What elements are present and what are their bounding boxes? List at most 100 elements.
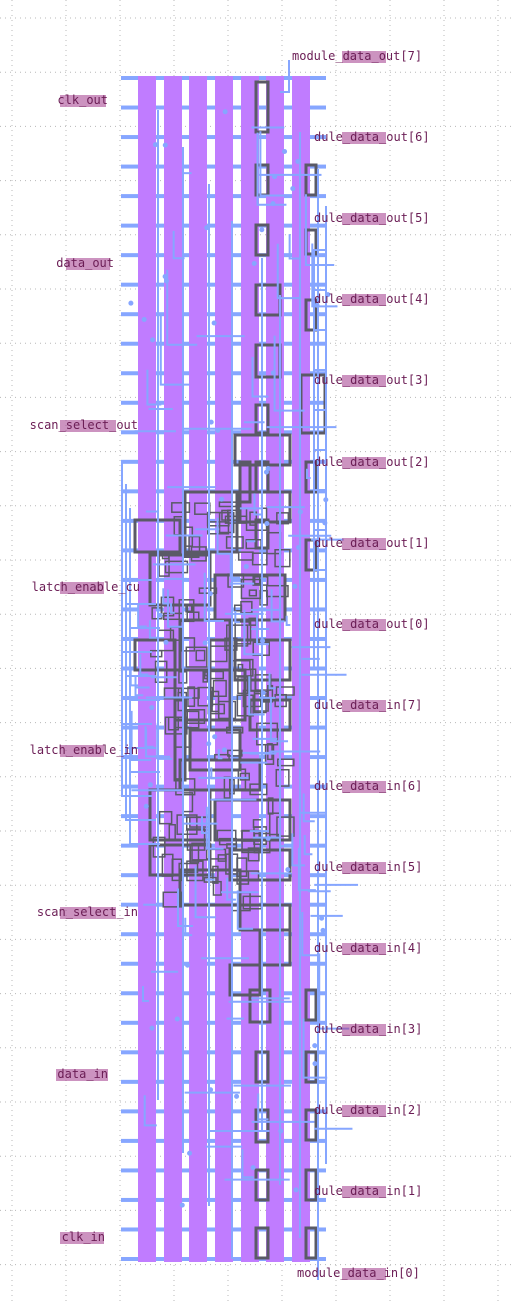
pin-label-module_data_in_2: dule_data_in[2] — [314, 1103, 422, 1117]
net-name-scribble — [342, 1268, 386, 1280]
signal-wire — [243, 609, 263, 656]
signal-wire — [166, 589, 183, 628]
signal-wire — [166, 269, 198, 346]
pin-label-module_data_in_4: dule_data_in[4] — [314, 941, 422, 955]
net-name-scribble — [342, 51, 386, 63]
logic-fragment — [204, 670, 212, 677]
via — [264, 521, 270, 527]
logic-fragment — [158, 810, 173, 825]
logic-fragment — [212, 679, 227, 698]
via — [290, 186, 296, 192]
logic-fragment — [189, 816, 211, 828]
via — [325, 292, 331, 298]
signal-wire — [137, 604, 147, 628]
via — [174, 1016, 180, 1022]
via — [320, 927, 326, 933]
via — [292, 583, 298, 589]
logic-fragment — [240, 870, 260, 882]
logic-fragment — [276, 512, 290, 525]
logic-fragment — [253, 574, 261, 585]
logic-fragment — [248, 589, 257, 597]
net-name-scribble — [60, 907, 116, 919]
logic-fragment — [163, 687, 183, 700]
left-pin-labels: clk_out data_out scan_select_out latch_enab… — [30, 93, 140, 1244]
signal-wire — [248, 676, 265, 716]
logic-fragment — [240, 578, 262, 600]
via — [243, 564, 249, 570]
via — [296, 544, 302, 550]
net-name-scribble — [342, 619, 386, 631]
signal-wire — [156, 724, 171, 758]
pin-name-module_data_in_1: dule_data_in[1] — [314, 1184, 422, 1198]
logic-fragment — [277, 758, 295, 767]
signal-wire — [226, 877, 236, 901]
signal-wire — [144, 726, 154, 748]
signal-wire — [257, 1093, 269, 1121]
signal-wire — [125, 700, 156, 821]
standard-cell — [254, 223, 270, 257]
via — [251, 260, 257, 266]
logic-fragment — [185, 603, 193, 613]
signal-wire — [129, 724, 160, 845]
signal-wire — [139, 654, 149, 676]
pin-label-data_out: data_out — [56, 256, 114, 270]
standard-cell — [304, 163, 318, 197]
logic-fragment — [229, 659, 251, 671]
standard-cell — [254, 1168, 270, 1202]
standard-cell — [258, 928, 292, 967]
pin-label-module_data_in_7: dule_data_in[7] — [314, 698, 422, 712]
pin-name-module_data_out_6: dule_data_out[6] — [314, 130, 430, 144]
right-pin-labels: module_data_out[7] dule_data_out[6] dule_d… — [292, 49, 430, 1280]
pin-name-module_data_out_3: dule_data_out[3] — [314, 373, 430, 387]
net-name-scribble — [342, 132, 386, 144]
via — [222, 109, 228, 115]
via — [259, 227, 265, 233]
via — [282, 148, 288, 154]
via — [163, 278, 169, 284]
signal-wire — [172, 230, 185, 260]
signal-wire — [297, 847, 316, 892]
logic-fragment — [181, 637, 196, 652]
signal-wire — [253, 493, 263, 516]
standard-cell — [304, 538, 318, 572]
net-name-scribble — [60, 1232, 104, 1244]
signal-wire — [259, 131, 287, 197]
pin-label-data_in: data_in — [56, 1067, 108, 1081]
via — [185, 962, 191, 968]
via — [128, 300, 134, 306]
pin-label-module_data_out_2: dule_data_out[2] — [314, 455, 430, 469]
net-name-scribble — [342, 781, 386, 793]
signal-wire — [276, 243, 300, 300]
pin-name-scan_select_in: scan_select_in — [37, 905, 138, 919]
logic-fragment — [225, 536, 244, 549]
via — [272, 174, 278, 180]
via — [312, 1061, 318, 1067]
via — [212, 734, 218, 740]
signal-wire — [288, 234, 300, 260]
logic-fragment — [237, 663, 244, 672]
logic-fragment — [154, 660, 168, 683]
net-name-scribble — [342, 375, 386, 387]
via — [285, 867, 291, 873]
pin-name-module_data_in_4: dule_data_in[4] — [314, 941, 422, 955]
signal-wire — [256, 614, 269, 646]
signal-wire — [203, 572, 224, 622]
via — [211, 320, 217, 326]
logic-fragment — [236, 694, 254, 717]
signal-wire — [251, 356, 269, 398]
logic-fragment — [171, 858, 183, 882]
via — [221, 747, 227, 753]
logic-fragment — [224, 637, 238, 651]
standard-cell — [178, 758, 262, 792]
pin-name-latch_enable_out: latch_enable_cu — [32, 580, 140, 594]
via — [293, 1187, 299, 1193]
via — [219, 496, 225, 502]
logic-fragment — [249, 511, 258, 526]
standard-cell — [304, 1108, 318, 1142]
signal-wire — [301, 912, 320, 957]
via — [206, 741, 212, 747]
signal-wire — [216, 517, 232, 555]
net-name-scribble — [342, 1024, 386, 1036]
logic-fragment — [276, 816, 295, 837]
